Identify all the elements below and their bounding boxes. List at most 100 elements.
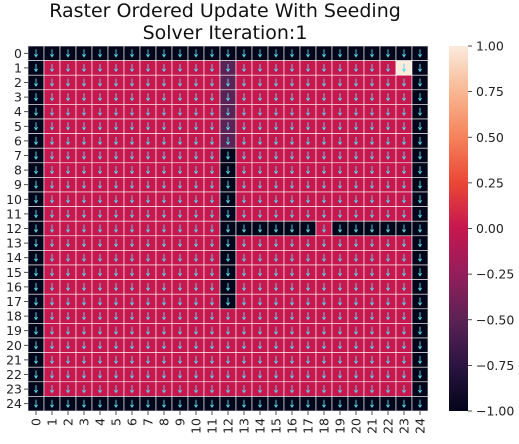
cell-arrow (274, 93, 278, 102)
cell-arrow (274, 385, 278, 394)
cell-arrow (354, 93, 358, 102)
cell-arrow (306, 209, 310, 219)
cell-arrow (162, 282, 166, 292)
y-tick-label: 10 (6, 192, 22, 207)
cell-arrow (226, 180, 230, 190)
cell-arrow (370, 63, 374, 73)
cell-arrow (98, 312, 102, 321)
cell-arrow (242, 355, 246, 365)
cell-arrow (226, 166, 230, 175)
cell-arrow (210, 63, 214, 73)
cell-arrow (34, 370, 38, 379)
x-tick-label: 5 (109, 418, 124, 426)
cell-arrow (82, 253, 86, 263)
cell-arrow (194, 151, 198, 160)
cell-arrow (82, 385, 86, 394)
cell-arrow (338, 209, 342, 219)
cell-arrow (162, 239, 166, 248)
cell-arrow (370, 399, 374, 409)
cell-arrow (82, 355, 86, 365)
cell-arrow (354, 151, 358, 160)
cell-arrow (242, 180, 246, 190)
cell-arrow (162, 399, 166, 409)
y-tick-label: 4 (14, 104, 22, 119)
cell-arrow (98, 282, 102, 292)
y-tick-label: 6 (14, 133, 22, 148)
cell-arrow (354, 78, 358, 87)
cell-arrow (242, 297, 246, 306)
cell-arrow (338, 136, 342, 146)
cell-arrow (338, 107, 342, 117)
cell-arrow (66, 312, 70, 321)
colorbar-tick-label: −0.50 (476, 312, 514, 327)
cell-arrow (162, 122, 166, 131)
cell-arrow (50, 107, 54, 117)
cell-arrow (322, 136, 326, 146)
y-tick-label: 20 (6, 338, 22, 353)
cell-arrow (402, 122, 406, 131)
cell-arrow (210, 268, 214, 277)
cell-arrow (258, 151, 262, 160)
cell-arrow (306, 239, 310, 248)
cell-arrow (114, 253, 118, 263)
cell-arrow (82, 136, 86, 146)
cell-arrow (194, 107, 198, 117)
cell-arrow (226, 78, 230, 87)
cell-arrow (178, 239, 182, 248)
cell-arrow (370, 78, 374, 87)
cell-arrow (242, 312, 246, 321)
cell-arrow (50, 180, 54, 190)
cell-arrow (34, 122, 38, 131)
cell-arrow (34, 341, 38, 350)
cell-arrow (386, 268, 390, 277)
cell-arrow (322, 297, 326, 306)
cell-arrow (418, 136, 422, 146)
cell-arrow (98, 385, 102, 394)
cell-arrow (162, 78, 166, 87)
cell-arrow (402, 253, 406, 263)
cell-arrow (178, 297, 182, 306)
cell-arrow (178, 93, 182, 102)
x-tick-label: 21 (365, 418, 380, 434)
cell-arrow (258, 122, 262, 131)
cell-arrow (146, 253, 150, 263)
cell-arrow (114, 282, 118, 292)
cell-arrow (82, 370, 86, 379)
cell-arrow (242, 122, 246, 131)
cell-arrow (338, 195, 342, 204)
cell-arrow (354, 180, 358, 190)
cell-arrow (146, 224, 150, 233)
cell-arrow (290, 370, 294, 379)
cell-arrow (338, 341, 342, 350)
cell-arrow (258, 355, 262, 365)
cell-arrow (370, 341, 374, 350)
cell-arrow (162, 209, 166, 219)
cell-arrow (66, 385, 70, 394)
cell-arrow (194, 312, 198, 321)
cell-arrow (50, 195, 54, 204)
cell-arrow (82, 399, 86, 409)
cell-arrow (226, 282, 230, 292)
x-tick-label: 7 (141, 418, 156, 426)
cell-arrow (50, 63, 54, 73)
cell-arrow (274, 49, 278, 58)
cell-arrow (178, 312, 182, 321)
x-tick-label: 3 (77, 418, 92, 426)
cell-arrow (322, 385, 326, 394)
cell-arrow (354, 195, 358, 204)
cell-arrow (274, 399, 278, 409)
cell-arrow (178, 282, 182, 292)
y-tick-label: 5 (14, 119, 22, 134)
cell-arrow (290, 297, 294, 306)
cell-arrow (258, 253, 262, 263)
cell-arrow (242, 209, 246, 219)
cell-arrow (386, 122, 390, 131)
cell-arrow (274, 151, 278, 160)
cell-arrow (146, 180, 150, 190)
cell-arrow (210, 107, 214, 117)
cell-arrow (306, 370, 310, 379)
cell-arrow (130, 341, 134, 350)
cell-arrow (226, 326, 230, 336)
cell-arrow (130, 355, 134, 365)
cell-arrow (34, 195, 38, 204)
